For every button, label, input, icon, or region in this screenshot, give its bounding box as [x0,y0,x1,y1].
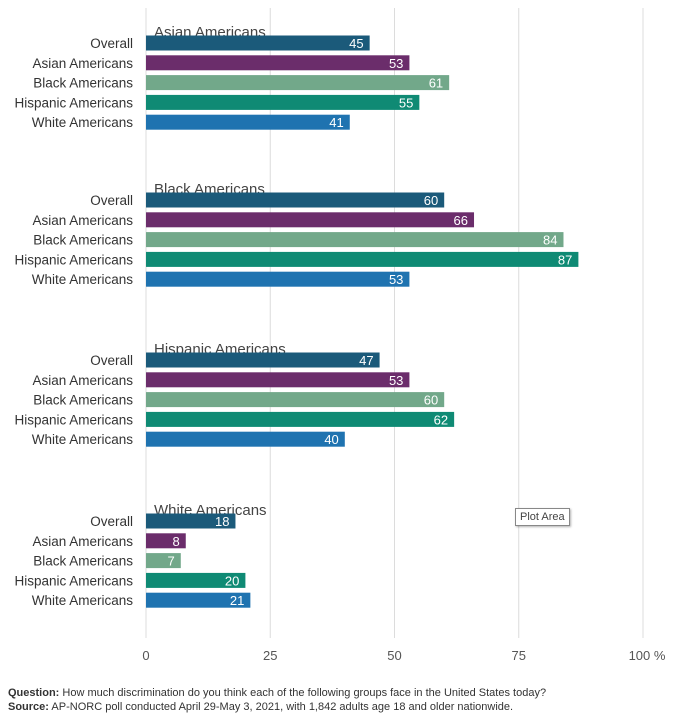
data-label: 47 [359,353,373,368]
bar [146,553,181,569]
category-label: Hispanic Americans [14,573,133,588]
category-label: White Americans [32,272,134,287]
category-label: Overall [90,353,133,368]
data-label: 53 [389,56,403,71]
category-label: Black Americans [33,76,133,91]
x-tick-label: 25 [263,648,277,663]
category-label: Hispanic Americans [14,412,133,427]
data-label: 8 [173,534,180,549]
category-label: Black Americans [33,393,133,408]
bar [146,372,410,388]
source-label: Source: [8,701,49,713]
data-label: 60 [424,193,438,208]
bar [146,392,445,408]
bar [146,212,475,228]
bar [146,411,455,427]
category-label: Overall [90,36,133,51]
bar [146,271,410,287]
bar [146,533,186,549]
chart: 0 25 50 75 100 % Asian Americans Overall 45 Asia… [14,8,666,663]
footer: Question: How much discrimination do you… [8,686,546,714]
category-label: Asian Americans [32,56,133,71]
plot-area-tooltip: Plot Area [515,508,570,526]
bar [146,94,420,110]
category-label: White Americans [32,593,134,608]
question-text: How much discrimination do you think eac… [59,687,547,699]
category-label: Asian Americans [32,373,133,388]
category-label: Hispanic Americans [14,252,133,267]
data-label: 60 [424,393,438,408]
data-label: 84 [543,233,557,248]
data-label: 40 [324,432,338,447]
category-label: White Americans [32,115,134,130]
category-label: White Americans [32,432,134,447]
x-tick-label: 75 [512,648,526,663]
bar [146,592,251,608]
bar [146,513,236,529]
x-tick-label: 100 % [629,648,666,663]
data-label: 21 [230,593,244,608]
source-text: AP-NORC poll conducted April 29-May 3, 2… [48,701,514,713]
category-label: Hispanic Americans [14,95,133,110]
bar [146,114,350,130]
category-label: Overall [90,514,133,529]
bar [146,35,370,51]
bar [146,232,564,248]
bar [146,572,246,588]
data-label: 41 [329,115,343,130]
question-note: Question: How much discrimination do you… [8,686,546,700]
data-label: 53 [389,373,403,388]
data-label: 61 [429,76,443,91]
source-note: Source: AP-NORC poll conducted April 29-… [8,700,546,714]
category-label: Black Americans [33,233,133,248]
category-label: Overall [90,193,133,208]
question-label: Question: [8,687,60,699]
x-tick-label: 0 [142,648,149,663]
category-label: Asian Americans [32,534,133,549]
data-label: 20 [225,573,239,588]
data-label: 55 [399,95,413,110]
data-label: 87 [558,252,572,267]
data-label: 7 [168,554,175,569]
data-label: 66 [454,213,468,228]
bar [146,192,445,208]
bar [146,55,410,71]
bar [146,75,450,91]
bar [146,352,380,368]
x-tick-label: 50 [387,648,401,663]
data-label: 45 [349,36,363,51]
data-label: 18 [215,514,229,529]
bar [146,431,345,447]
bar [146,251,579,267]
data-label: 53 [389,272,403,287]
category-label: Black Americans [33,554,133,569]
category-label: Asian Americans [32,213,133,228]
data-label: 62 [434,412,448,427]
